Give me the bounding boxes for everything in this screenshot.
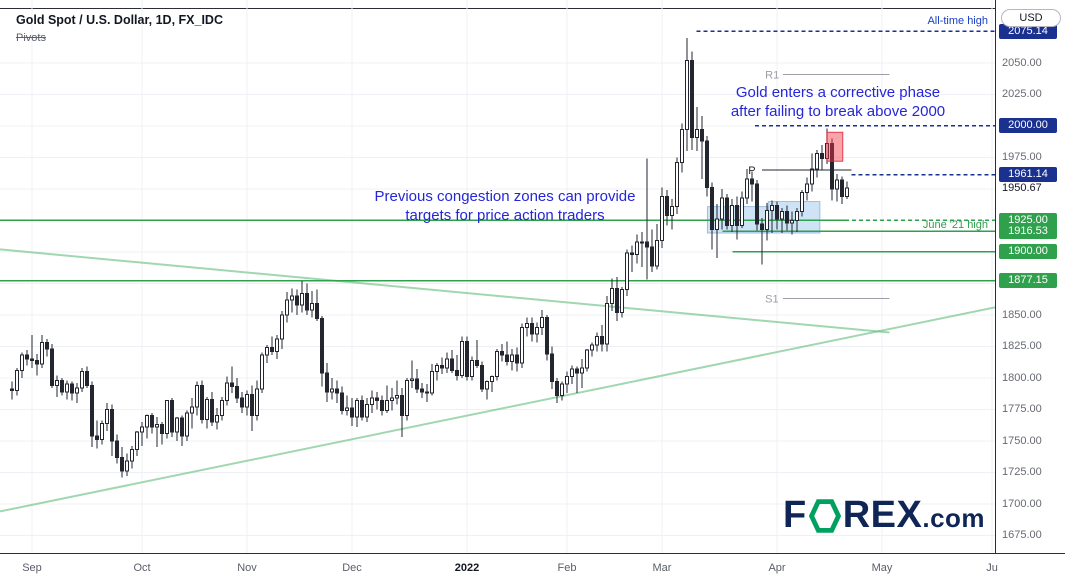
time-axis-label: Dec [342, 562, 362, 574]
price-tick: 1800.00 [1002, 371, 1042, 384]
time-axis-label: Sep [22, 562, 42, 574]
time-axis-label: May [871, 562, 893, 574]
pivot-label-p: P [748, 165, 755, 177]
price-badge: 1961.14 [999, 167, 1057, 183]
candles[interactable] [10, 37, 849, 478]
hexagon-icon [808, 498, 841, 533]
time-axis-label: Mar [652, 562, 672, 574]
symbol-title[interactable]: Gold Spot / U.S. Dollar, 1D, FX_IDC [16, 13, 223, 27]
time-axis[interactable]: Sep Oct Nov Dec 2022 Feb Mar Apr May Ju [0, 553, 1065, 585]
forex-com-logo: F REX .com [783, 494, 985, 537]
pivot-label-s1: S1 [765, 294, 778, 306]
price-badge: 1916.53 [999, 223, 1057, 239]
price-badge: 1877.15 [999, 273, 1057, 289]
level-lines[interactable] [0, 30, 995, 282]
time-axis-label: Apr [768, 562, 786, 574]
logo-letters-rex: REX [842, 494, 923, 536]
price-tick: 2025.00 [1002, 88, 1042, 101]
indicator-pivots-label[interactable]: Pivots [16, 32, 46, 44]
currency-usd-button[interactable]: USD [1001, 9, 1061, 27]
annotation-congestion-zones: Previous congestion zones can provide ta… [374, 188, 636, 224]
price-badge: 2000.00 [999, 118, 1057, 134]
candlestick-chart[interactable]: R1 P S1 [0, 0, 995, 553]
window-top-border [0, 8, 1065, 9]
pivot-label-r1: R1 [765, 69, 779, 81]
annotation-corrective-phase: Gold enters a corrective phase after fai… [730, 84, 946, 120]
june-21-high-label: June '21 high [922, 219, 988, 231]
price-tick: 1975.00 [1002, 151, 1042, 164]
pivot-lines: R1 P S1 [748, 69, 890, 306]
time-axis-label: Feb [557, 562, 577, 574]
logo-dot-com: .com [922, 503, 986, 533]
price-tick: 1700.00 [1002, 497, 1042, 510]
trendlines[interactable] [0, 248, 995, 513]
chart-legend: Gold Spot / U.S. Dollar, 1D, FX_IDC Pivo… [16, 13, 223, 44]
price-tick: 1725.00 [1002, 466, 1042, 479]
price-axis[interactable]: 2050.00 2025.00 1975.00 1850.00 1825.00 1800.… [995, 0, 1065, 553]
time-axis-label: Oct [133, 562, 151, 574]
reversal-highlight-box[interactable] [826, 131, 844, 162]
logo-letter-f: F [783, 494, 807, 536]
time-axis-label: Nov [237, 562, 257, 574]
time-axis-label: 2022 [454, 562, 480, 574]
price-badge: 1900.00 [999, 244, 1057, 260]
price-tick: 2050.00 [1002, 56, 1042, 69]
price-badge: 2075.14 [999, 23, 1057, 39]
all-time-high-label: All-time high [927, 15, 988, 27]
price-tick: 1775.00 [1002, 403, 1042, 416]
time-axis-label: Ju [986, 562, 998, 574]
price-tick: 1850.00 [1002, 308, 1042, 321]
price-label-plain: 1950.67 [1002, 182, 1042, 195]
price-tick: 1750.00 [1002, 434, 1042, 447]
price-tick: 1675.00 [1002, 529, 1042, 542]
price-tick: 1825.00 [1002, 340, 1042, 353]
